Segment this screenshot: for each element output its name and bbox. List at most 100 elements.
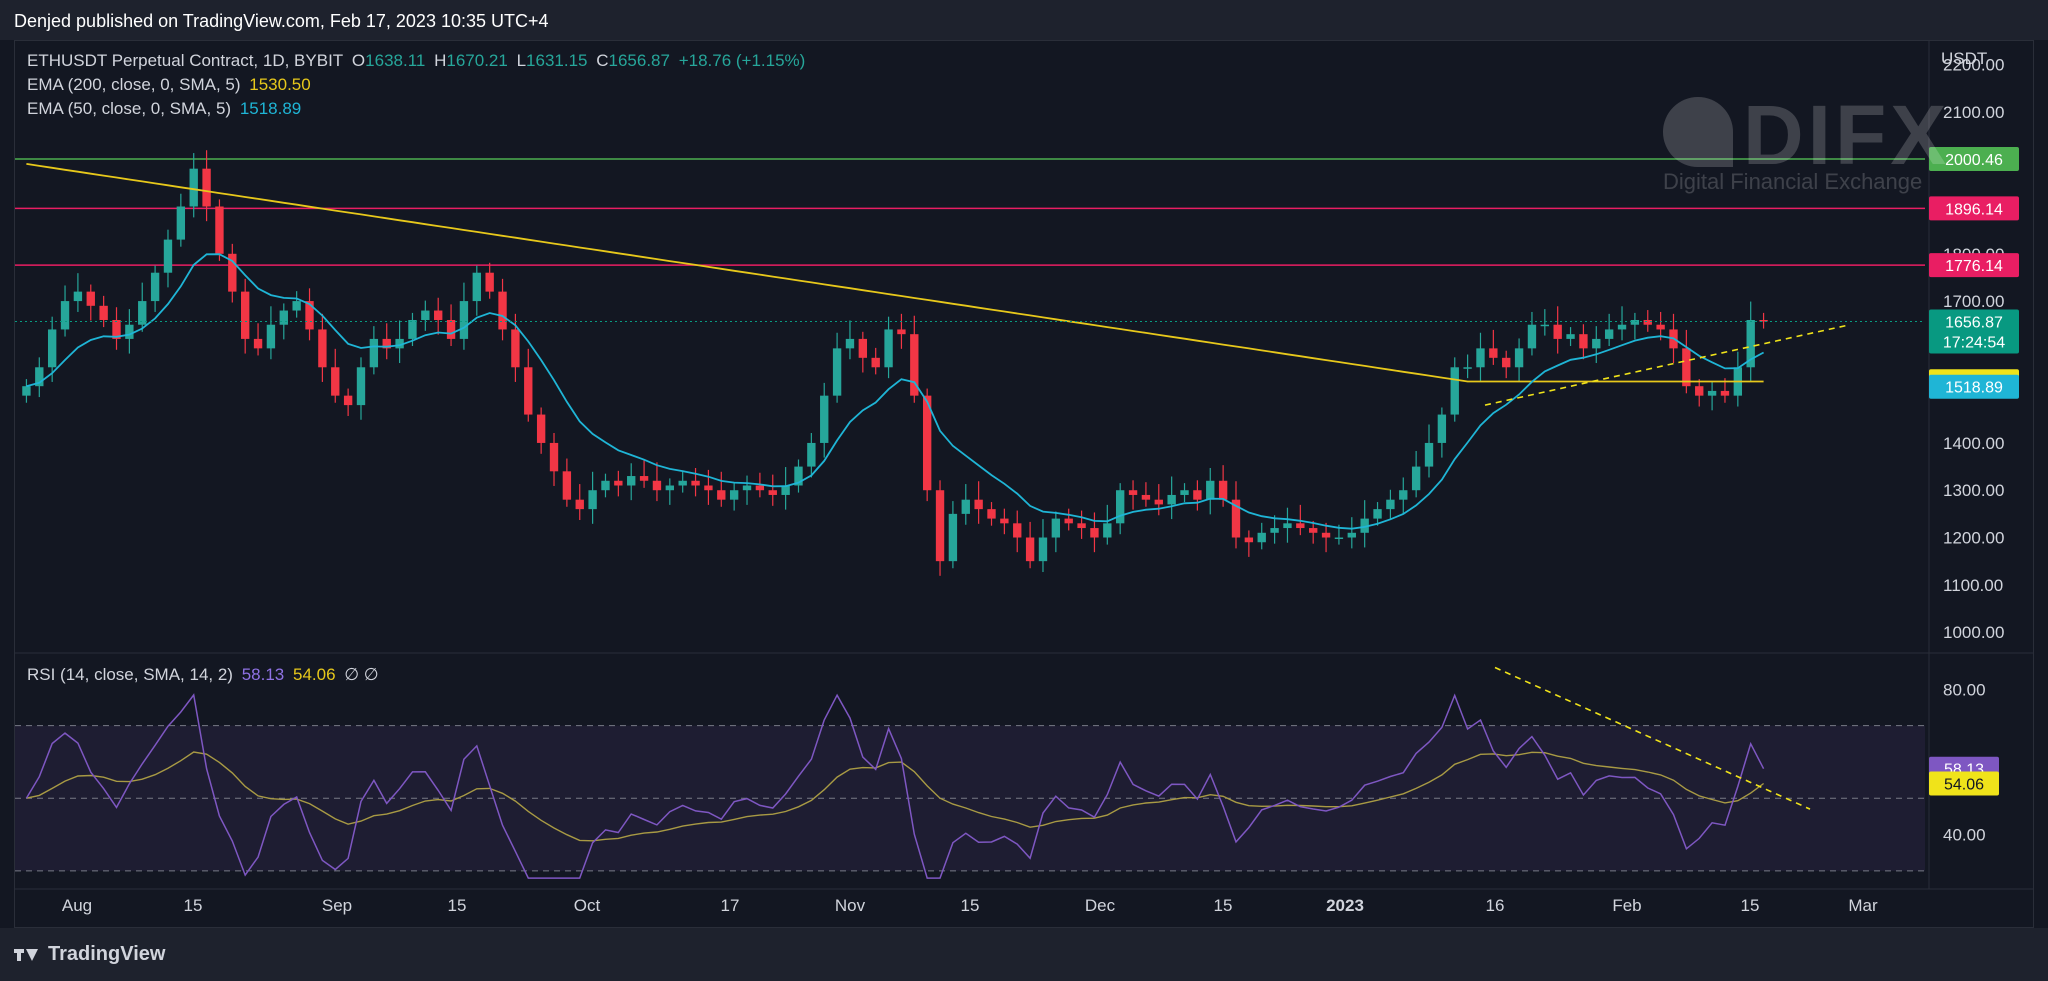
support-trendline [1484,323,1851,406]
candle-body [1309,528,1318,533]
candle-body [1489,348,1498,358]
candle-body [627,476,636,486]
candle-body [1360,518,1369,533]
ema50-value: 1518.89 [239,99,302,118]
candle-body [1103,523,1112,538]
level-price-badge [1929,146,2019,171]
candle-body [1527,324,1537,349]
candle-body [832,348,842,396]
candle-body [1051,518,1061,538]
candle-body [1257,532,1266,543]
candle-body [1244,537,1254,543]
candle-body [1514,348,1524,368]
current-price-badge [1929,374,2019,399]
candle-body [318,329,327,368]
candle-body [961,499,970,514]
candle-body [279,310,288,325]
candle-body [858,338,868,358]
time-tick-label: Oct [574,896,601,915]
time-tick-label: 15 [184,896,203,915]
candle-body [820,395,829,443]
ema50-legend[interactable]: EMA (50, close, 0, SMA, 5) 1518.89 [27,99,305,119]
candle-body [1579,334,1588,349]
current-price-text: 1656.87 [1945,314,2003,331]
candle-body [1064,518,1073,524]
candle-body [138,301,147,325]
candle-body [1592,338,1601,349]
low-value: 1631.15 [526,51,588,70]
publish-text: Denjed published on TradingView.com, Feb… [14,11,549,31]
candle-body [73,291,83,302]
rsi-legend[interactable]: RSI (14, close, SMA, 14, 2) 58.13 54.06 … [27,665,383,685]
ema200-label: EMA (200, close, 0, SMA, 5) [27,75,241,94]
candle-body [1013,523,1022,538]
watermark-name: DIFX [1743,88,1951,182]
candle-body [807,442,816,467]
candle-body [1707,390,1717,396]
candle-body [1283,523,1292,529]
candle-body [1540,324,1549,327]
candle-body [1218,480,1228,500]
candle-body [421,310,430,320]
change-value: +18.76 (+1.15%) [678,51,806,70]
candle-body [871,357,880,368]
price-tick-label: 1200.00 [1943,529,2004,548]
candle-body [60,301,70,330]
tradingview-brand-label: TradingView [48,943,166,965]
candle-body [974,499,983,510]
candle-body [1630,319,1640,325]
price-legend: ETHUSDT Perpetual Contract, 1D, BYBIT O1… [27,51,809,71]
candle-body [1373,509,1382,519]
price-chart-svg[interactable]: 2200.002100.001800.001700.001400.001300.… [15,41,2033,927]
candle-body [1334,537,1344,540]
chart-panel[interactable]: 2200.002100.001800.001700.001400.001300.… [14,40,2034,928]
tradingview-brand[interactable]: TradingView [14,943,165,966]
rsi-ma-value: 54.06 [292,665,336,684]
candle-body [408,319,417,339]
time-tick-label: 15 [448,896,467,915]
time-tick-label: 15 [961,896,980,915]
candle-body [395,338,404,349]
candle-body [691,480,700,486]
time-tick-label: 15 [1214,896,1233,915]
candle-body [498,291,507,330]
close-label: C [596,51,609,70]
rsi-visibility-icons[interactable]: ∅ ∅ [344,665,379,684]
level-price-text: 1896.14 [1945,201,2003,218]
candle-body [382,338,391,349]
symbol-label[interactable]: ETHUSDT Perpetual Contract, 1D, BYBIT [27,51,344,70]
candle-body [729,490,739,500]
candle-body [125,324,134,339]
candle-body [1296,523,1305,529]
candle-body [86,291,95,306]
candle-body [511,329,520,368]
candle-body [472,272,481,302]
candle-body [1463,367,1472,369]
tradingview-logo-icon [14,947,40,963]
candle-body [202,168,211,207]
candle-body [47,329,57,368]
time-tick-label: 15 [1741,896,1760,915]
rsi-ma-line [26,751,1765,842]
candle-body [99,305,108,320]
price-tick-label: 1700.00 [1943,292,2004,311]
price-tick-label: 2100.00 [1943,103,2004,122]
candle-body [1321,532,1331,538]
candle-body [524,367,533,415]
candle-body [678,480,687,486]
candle-body [1025,537,1035,562]
rsi-tick-label: 80.00 [1943,680,1986,699]
ema200-legend[interactable]: EMA (200, close, 0, SMA, 5) 1530.50 [27,75,315,95]
watermark-tagline: Digital Financial Exchange [1663,169,1923,194]
ema200-line [26,163,1764,383]
candle-body [1347,532,1356,538]
current-price-badge [1929,309,2019,354]
candle-body [588,490,597,510]
current-price-text: 1518.89 [1945,380,2003,397]
time-tick-label: Aug [62,896,92,915]
candle-body [1720,390,1730,396]
candle-body [1566,334,1575,339]
countdown-text: 17:24:54 [1943,334,2005,351]
high-value: 1670.21 [446,51,508,70]
candle-body [1000,518,1009,524]
